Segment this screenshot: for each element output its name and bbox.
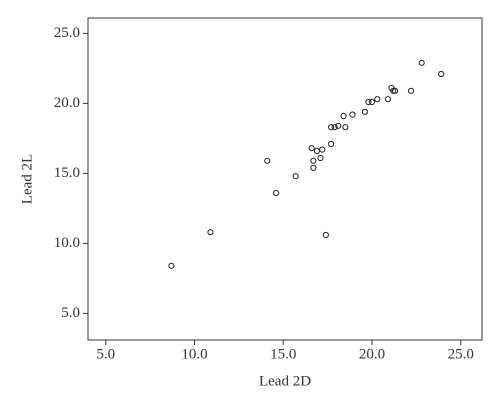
- point: [365, 98, 372, 106]
- point: [168, 262, 175, 269]
- point: [418, 59, 425, 66]
- y-axis-label: Lead 2L: [19, 154, 35, 204]
- point: [207, 229, 214, 236]
- point: [384, 96, 392, 103]
- point: [342, 124, 349, 131]
- y-tick-label: 15.0: [54, 165, 80, 181]
- x-tick-label: 20.0: [359, 346, 385, 362]
- y-tick-label: 25.0: [54, 25, 80, 41]
- x-tick-label: 5.0: [96, 346, 115, 362]
- point: [438, 70, 445, 78]
- point: [331, 124, 338, 131]
- point: [328, 124, 335, 131]
- point: [319, 146, 326, 153]
- x-tick-label: 10.0: [181, 346, 207, 362]
- point: [273, 189, 280, 197]
- point: [264, 157, 271, 164]
- point: [391, 87, 399, 94]
- point: [374, 96, 381, 103]
- point: [349, 111, 356, 118]
- point: [340, 112, 347, 120]
- point: [407, 87, 415, 94]
- plot-frame: [87, 17, 483, 341]
- point: [310, 157, 317, 164]
- point: [361, 108, 368, 115]
- point: [328, 140, 335, 148]
- point: [335, 122, 342, 129]
- point: [310, 164, 317, 171]
- point: [292, 173, 299, 180]
- point: [390, 87, 397, 94]
- x-tick-label: 15.0: [270, 346, 296, 362]
- y-tick-label: 20.0: [54, 95, 80, 111]
- point: [322, 231, 329, 239]
- y-tick-label: 10.0: [54, 235, 80, 251]
- point: [368, 98, 376, 106]
- point: [313, 147, 321, 155]
- point: [308, 145, 315, 152]
- y-tick-label: 5.0: [61, 305, 80, 321]
- point: [317, 154, 324, 162]
- x-tick-label: 25.0: [448, 346, 474, 362]
- x-axis-label: Lead 2D: [259, 373, 311, 389]
